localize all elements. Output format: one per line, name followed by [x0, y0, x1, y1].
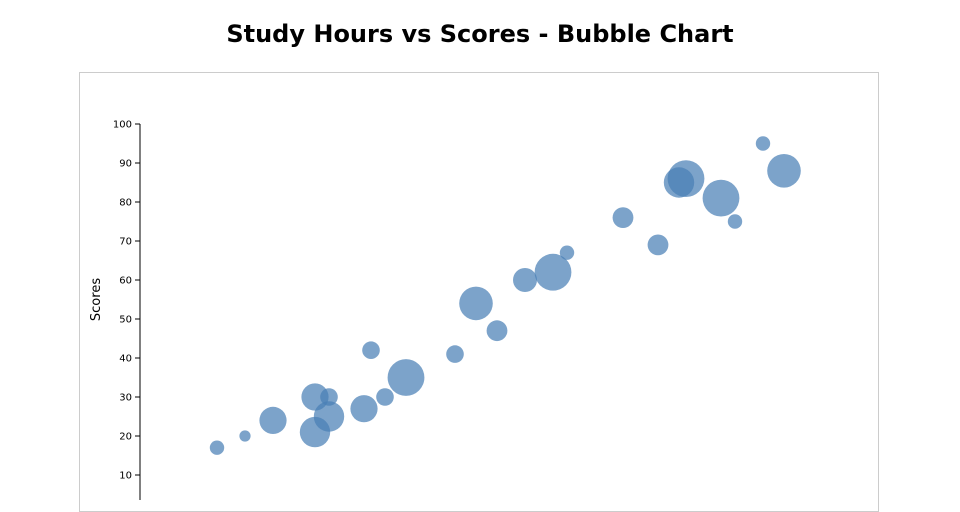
bubble[interactable] [513, 268, 537, 292]
y-tick-label: 40 [119, 354, 132, 365]
bubble[interactable] [727, 214, 743, 229]
bubble[interactable] [767, 154, 801, 188]
bubble[interactable] [647, 234, 669, 256]
bubble[interactable] [259, 406, 287, 434]
bubble[interactable] [376, 388, 394, 406]
y-tick-label: 80 [119, 198, 132, 209]
bubble-chart-plot: 10 20 30 40 50 60 70 80 90 100 Scores [89, 120, 801, 500]
bubble[interactable] [446, 345, 464, 363]
y-axis: 10 20 30 40 50 60 70 80 90 100 [113, 120, 141, 500]
y-tick-label: 90 [119, 159, 132, 170]
y-tick-label: 10 [119, 471, 132, 482]
bubble[interactable] [702, 179, 740, 217]
chart-title: Study Hours vs Scores - Bubble Chart [226, 20, 734, 48]
y-tick-label: 20 [119, 432, 132, 443]
bubble[interactable] [667, 160, 705, 198]
bubble[interactable] [755, 136, 771, 151]
y-tick-label: 70 [119, 237, 132, 248]
bubble[interactable] [209, 440, 225, 455]
bubble[interactable] [459, 286, 493, 321]
y-tick-label: 60 [119, 276, 132, 287]
bubble[interactable] [313, 401, 345, 432]
bubble[interactable] [387, 359, 425, 396]
y-tick-label: 100 [113, 120, 132, 131]
bubble[interactable] [239, 430, 251, 442]
bubble[interactable] [534, 253, 572, 291]
bubble[interactable] [350, 395, 378, 423]
y-tick-label: 50 [119, 315, 132, 326]
bubble-series [209, 136, 801, 455]
bubble[interactable] [559, 245, 575, 260]
bubble[interactable] [486, 320, 508, 342]
bubble[interactable] [362, 341, 380, 360]
bubble[interactable] [612, 207, 634, 229]
bubble[interactable] [320, 388, 338, 406]
y-axis-label: Scores [89, 278, 104, 321]
y-tick-label: 30 [119, 393, 132, 404]
